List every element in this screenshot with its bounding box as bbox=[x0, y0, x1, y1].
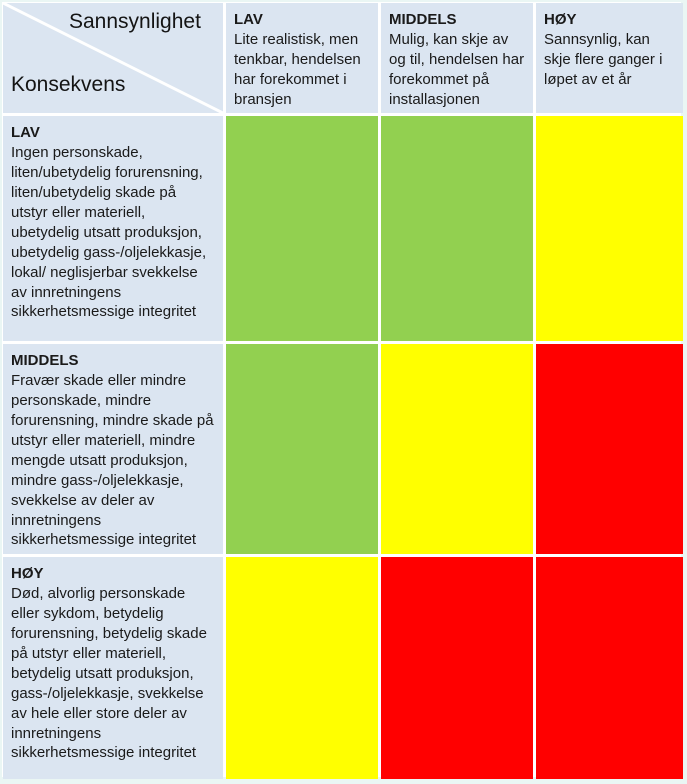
risk-cell-lav-middels bbox=[381, 116, 533, 341]
column-header-middels-description: Mulig, kan skje av og til, hendelsen har… bbox=[389, 30, 525, 108]
column-header-lav-description: Lite realistisk, men tenkbar, hendelsen … bbox=[234, 30, 361, 108]
risk-cell-middels-middels bbox=[381, 344, 533, 554]
row-header-hoy-description: Død, alvorlig personskade eller sykdom, … bbox=[11, 584, 207, 762]
column-header-middels: MIDDELS Mulig, kan skje av og til, hende… bbox=[381, 3, 533, 113]
row-header-hoy: HØY Død, alvorlig personskade eller sykd… bbox=[3, 557, 223, 779]
row-header-lav-description: Ingen personskade, liten/ubetydelig foru… bbox=[11, 143, 207, 321]
risk-cell-lav-hoy bbox=[536, 116, 683, 341]
risk-cell-lav-lav bbox=[226, 116, 378, 341]
risk-cell-middels-lav bbox=[226, 344, 378, 554]
row-header-middels: MIDDELS Fravær skade eller mindre person… bbox=[3, 344, 223, 554]
column-header-hoy-title: HØY bbox=[544, 11, 577, 28]
column-header-lav: LAV Lite realistisk, men tenkbar, hendel… bbox=[226, 3, 378, 113]
risk-cell-hoy-hoy bbox=[536, 557, 683, 779]
row-header-lav: LAV Ingen personskade, liten/ubetydelig … bbox=[3, 116, 223, 341]
column-header-hoy: HØY Sannsynlig, kan skje flere ganger i … bbox=[536, 3, 683, 113]
risk-cell-hoy-middels bbox=[381, 557, 533, 779]
risk-cell-hoy-lav bbox=[226, 557, 378, 779]
column-header-lav-title: LAV bbox=[234, 11, 263, 28]
risk-cell-middels-hoy bbox=[536, 344, 683, 554]
row-header-middels-description: Fravær skade eller mindre personskade, m… bbox=[11, 371, 214, 549]
diagonal-divider bbox=[3, 3, 223, 113]
row-header-hoy-title: HØY bbox=[11, 565, 44, 582]
consequence-axis-label: Konsekvens bbox=[11, 73, 126, 96]
column-header-hoy-description: Sannsynlig, kan skje flere ganger i løpe… bbox=[544, 30, 663, 88]
corner-cell: Sannsynlighet Konsekvens bbox=[3, 3, 223, 113]
column-header-middels-title: MIDDELS bbox=[389, 11, 457, 28]
row-header-middels-title: MIDDELS bbox=[11, 352, 79, 369]
probability-axis-label: Sannsynlighet bbox=[69, 10, 201, 33]
row-header-lav-title: LAV bbox=[11, 124, 40, 141]
